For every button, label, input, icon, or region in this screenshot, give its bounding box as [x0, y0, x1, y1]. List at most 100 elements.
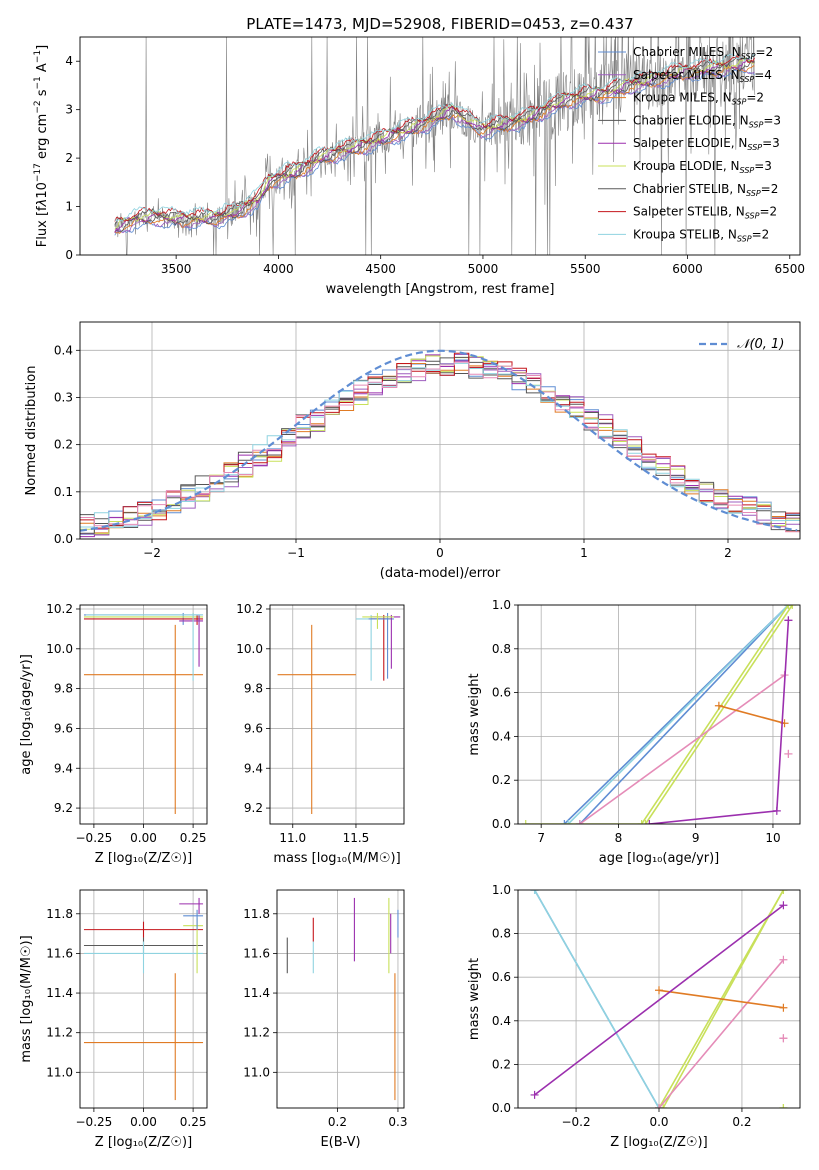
y-tick-label: 9.6: [54, 721, 73, 735]
x-tick-label: 0.2: [328, 1115, 347, 1129]
y-tick-label: 10.0: [236, 642, 263, 656]
weight-marker: [575, 820, 584, 824]
weight-marker: [779, 890, 788, 894]
weight-marker: [788, 605, 797, 609]
axes-mass_vs_Z: −0.25 0.00 0.25 11.0 11.2 11.4 11.6 11.8 Z [log₁…: [19, 889, 208, 1150]
y-tick-label: 11.4: [243, 986, 270, 1000]
legend-suffix: =3: [754, 159, 772, 173]
x-tick-label: 11.0: [279, 831, 306, 845]
legend-suffix: =4: [754, 68, 772, 82]
legend-suffix: =3: [763, 113, 781, 127]
weight-marker: [784, 616, 793, 625]
y-axis-label: mass weight: [467, 958, 482, 1040]
y-tick-label: 11.2: [243, 1026, 270, 1040]
x-tick-label: 0: [436, 546, 444, 560]
legend-label: Kroupa MILES, NSSP=2: [633, 91, 764, 107]
x-tick-label: 0.00: [130, 831, 157, 845]
x-tick-label: 0.25: [180, 831, 207, 845]
y-tick-label: 9.8: [54, 682, 73, 696]
plot-area: [114, 37, 756, 255]
legend-suffix: =2: [752, 227, 770, 241]
axes-frame: [517, 604, 801, 825]
y-axis-label: Flux [fλ10−17 erg cm−2 s−1 A−1]: [33, 45, 50, 247]
y-tick-label: 0.0: [492, 1101, 511, 1115]
x-tick-label: 7: [537, 831, 545, 845]
weight-marker: [784, 749, 793, 758]
y-tick-label: 9.2: [54, 801, 73, 815]
x-axis-label: Z [log₁₀(Z/Z☉)]: [610, 1135, 707, 1150]
y-tick-label: 11.8: [243, 907, 270, 921]
figure-title: PLATE=1473, MJD=52908, FIBERID=0453, z=0…: [246, 15, 633, 33]
y-tick-label: 11.8: [46, 907, 73, 921]
x-tick-label: 9: [692, 831, 700, 845]
y-tick-label: 0.2: [54, 438, 73, 452]
axes-frame: [269, 604, 405, 825]
histogram-step: [80, 361, 800, 533]
y-axis-label: mass weight: [467, 673, 482, 755]
axes-weight_vs_age: 7 8 9 10 0.0 0.2 0.4 0.6 0.8 1.0 age [log₁₀(age/yr…: [467, 598, 801, 866]
weight-marker: [779, 1104, 788, 1108]
axes-frame: [79, 604, 208, 825]
x-tick-label: 5000: [468, 262, 499, 276]
plot-area: [521, 605, 797, 824]
legend-subscript: SSP: [749, 120, 764, 129]
plot-layer: 3500 4000 4500 5000 5500 6000 6500 0 1 2 3 4 wavelen…: [19, 36, 805, 1150]
normal-curve: [80, 349, 798, 532]
weight-marker: [530, 890, 539, 894]
weight-marker: [779, 1034, 788, 1043]
y-tick-label: 10.0: [46, 642, 73, 656]
y-tick-label: 0.0: [492, 817, 511, 831]
y-tick-label: 0.4: [492, 1014, 511, 1028]
y-tick-label: 0.2: [492, 773, 511, 787]
y-tick-label: 9.6: [244, 721, 263, 735]
legend-subscript: SSP: [747, 143, 762, 152]
weight-marker: [564, 820, 573, 824]
weight-line: [533, 890, 660, 1108]
gridlines: [80, 605, 207, 824]
weight-marker: [645, 820, 654, 824]
weight-line: [644, 605, 793, 824]
y-tick-label: 11.4: [46, 986, 73, 1000]
axes-spectrum: 3500 4000 4500 5000 5500 6000 6500 0 1 2 3 4 wavelen…: [33, 36, 805, 297]
x-tick-label: 0.0: [649, 1115, 668, 1129]
y-tick-label: 0.4: [492, 729, 511, 743]
spectrum-model-line: [114, 53, 755, 222]
legend-subscript: SSP: [746, 189, 761, 198]
y-tick-label: 4: [65, 54, 73, 68]
x-tick-label: −0.25: [76, 831, 113, 845]
weight-marker: [521, 820, 530, 824]
plot-area: [83, 612, 204, 815]
y-axis-label: mass [log₁₀(M/M☉)]: [19, 935, 34, 1062]
legend-suffix: =2: [759, 205, 777, 219]
weight-marker: [560, 820, 569, 824]
x-tick-label: 3500: [161, 262, 192, 276]
weight-line: [525, 605, 790, 824]
spectrum-model-line: [114, 55, 755, 222]
y-tick-label: 0.3: [54, 390, 73, 404]
x-axis-label: E(B-V): [320, 1135, 360, 1150]
x-tick-label: 10: [765, 831, 780, 845]
x-tick-label: 4000: [263, 262, 294, 276]
x-tick-label: 11.5: [343, 831, 370, 845]
x-tick-label: −1: [287, 546, 305, 560]
spectrum-legend: Chabrier MILES, NSSP=2 Salpeter MILES, NS…: [598, 45, 781, 243]
plot-area: [83, 897, 204, 1101]
plot-area: [530, 890, 788, 1108]
spectrum-data-line: [114, 37, 756, 255]
legend-label: Salpeter ELODIE, NSSP=3: [633, 136, 780, 152]
y-tick-label: 11.0: [46, 1065, 73, 1079]
plot-area: [80, 349, 800, 538]
legend-suffix: =2: [761, 182, 779, 196]
y-tick-label: 0.2: [492, 1057, 511, 1071]
x-axis-label: age [log₁₀(age/yr)]: [599, 851, 720, 866]
weight-marker: [641, 820, 650, 824]
legend-label: 𝒩(0, 1): [737, 337, 784, 352]
y-tick-label: 2: [65, 151, 73, 165]
weight-marker: [714, 701, 723, 710]
y-tick-label: 1: [65, 200, 73, 214]
y-tick-label: 11.6: [46, 946, 73, 960]
legend-subscript: SSP: [737, 234, 752, 243]
x-tick-label: 0.2: [732, 1115, 751, 1129]
weight-line: [567, 605, 789, 824]
y-tick-label: 1.0: [492, 883, 511, 897]
